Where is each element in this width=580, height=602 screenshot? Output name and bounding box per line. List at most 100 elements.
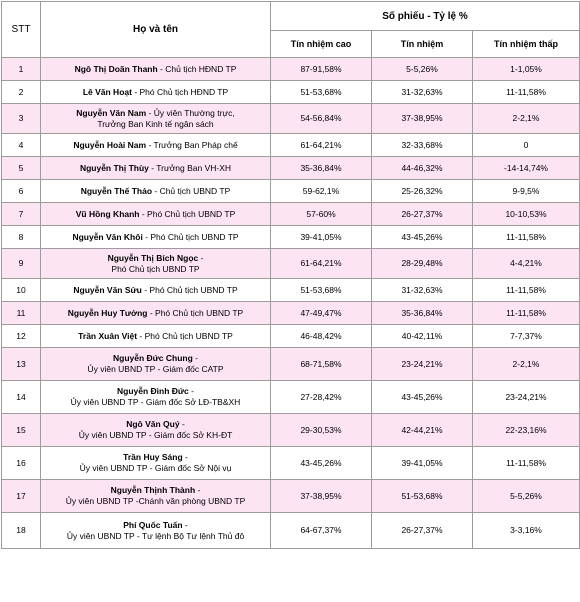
row-name-cell: Nguyễn Văn Sửu - Phó Chủ tịch UBND TP — [40, 278, 271, 302]
row-high-confidence: 61-64,21% — [270, 133, 372, 157]
person-role: - Phó Chủ tịch UBND TP — [147, 307, 244, 318]
person-name: Phí Quốc Tuấn — [123, 519, 183, 530]
row-mid-confidence: 42-44,21% — [371, 413, 473, 447]
row-mid-confidence: 37-38,95% — [371, 103, 473, 134]
person-role-line2: Trưởng Ban Kinh tế ngân sách — [97, 118, 214, 129]
row-low-confidence: 3-3,16% — [471, 512, 580, 549]
row-low-confidence: 11-11,58% — [471, 446, 580, 480]
row-mid-confidence: 40-42,11% — [371, 324, 473, 348]
row-stt: 15 — [1, 413, 41, 447]
row-name-cell: Nguyễn Thế Thảo - Chủ tịch UBND TP — [40, 179, 271, 203]
row-low-confidence: 9-9,5% — [471, 179, 580, 203]
row-name-cell: Nguyễn Thị Thùy - Trưởng Ban VH-XH — [40, 156, 271, 180]
row-low-confidence: 2-2,1% — [471, 103, 580, 134]
row-high-confidence: 57-60% — [270, 202, 372, 226]
table-row: 4 Nguyễn Hoài Nam - Trưởng Ban Pháp chế 61… — [1, 133, 580, 157]
row-low-confidence: 2-2,1% — [471, 347, 580, 381]
row-name-cell: Nguyễn Thịnh Thành - Ủy viên UBND TP -Chá… — [40, 479, 271, 513]
row-low-confidence: 5-5,26% — [471, 479, 580, 513]
row-low-confidence: 11-11,58% — [471, 278, 580, 302]
person-role: - Trưởng Ban VH-XH — [148, 162, 232, 173]
table-row: 16 Trần Huy Sáng - Ủy viên UBND TP - Giám … — [1, 446, 580, 480]
header-high-confidence: Tín nhiệm cao — [270, 30, 372, 58]
row-high-confidence: 43-45,26% — [270, 446, 372, 480]
row-high-confidence: 68-71,58% — [270, 347, 372, 381]
row-stt: 8 — [1, 225, 41, 249]
person-name: Nguyễn Văn Khôi — [72, 231, 143, 242]
row-low-confidence: 22-23,16% — [471, 413, 580, 447]
person-role: - Trưởng Ban Pháp chế — [146, 139, 238, 150]
row-low-confidence: 1-1,05% — [471, 57, 580, 81]
row-name-cell: Trần Xuân Việt - Phó Chủ tịch UBND TP — [40, 324, 271, 348]
row-low-confidence: 4-4,21% — [471, 248, 580, 279]
table-row: 3 Nguyễn Văn Nam - Ủy viên Thường trực, Tr… — [1, 103, 580, 134]
row-low-confidence: 11-11,58% — [471, 225, 580, 249]
row-stt: 1 — [1, 57, 41, 81]
table-row: 1 Ngô Thị Doãn Thanh - Chủ tịch HĐND TP 87… — [1, 57, 580, 81]
row-high-confidence: 35-36,84% — [270, 156, 372, 180]
row-name-cell: Phí Quốc Tuấn - Ủy viên UBND TP - Tư lệnh… — [40, 512, 271, 549]
row-stt: 4 — [1, 133, 41, 157]
person-role: - — [182, 452, 188, 462]
table-row: 12 Trần Xuân Việt - Phó Chủ tịch UBND TP 4… — [1, 324, 580, 348]
table-row: 13 Nguyễn Đức Chung - Ủy viên UBND TP - Gi… — [1, 347, 580, 381]
row-stt: 2 — [1, 80, 41, 104]
person-role-line2: Phó Chủ tịch UBND TP — [111, 263, 200, 274]
person-role: - — [198, 252, 204, 263]
row-high-confidence: 27-28,42% — [270, 380, 372, 414]
header-name: Họ và tên — [40, 1, 271, 58]
person-role: - Chủ tịch HĐND TP — [157, 63, 237, 74]
row-low-confidence: 7-7,37% — [471, 324, 580, 348]
header-low-confidence: Tín nhiệm thấp — [471, 30, 580, 58]
person-name: Nguyễn Hoài Nam — [73, 139, 147, 150]
person-name: Nguyễn Thị Bích Ngọc — [107, 252, 199, 263]
person-role: - — [179, 419, 185, 429]
row-mid-confidence: 51-53,68% — [371, 479, 473, 513]
person-role: - Ủy viên Thường trực, — [146, 107, 235, 118]
person-role: - — [188, 386, 194, 396]
row-high-confidence: 59-62,1% — [270, 179, 372, 203]
person-name: Trần Xuân Việt — [78, 330, 138, 341]
row-mid-confidence: 28-29,48% — [371, 248, 473, 279]
person-role-line2: Ủy viên UBND TP - Tư lệnh Bộ Tư lệnh Thủ… — [66, 530, 245, 541]
row-mid-confidence: 31-32,63% — [371, 278, 473, 302]
row-stt: 9 — [1, 248, 41, 279]
row-stt: 13 — [1, 347, 41, 381]
header-confidence: Tín nhiệm — [371, 30, 473, 58]
row-name-cell: Lê Văn Hoạt - Phó Chủ tịch HĐND TP — [40, 80, 271, 104]
row-mid-confidence: 35-36,84% — [371, 301, 473, 325]
row-high-confidence: 54-56,84% — [270, 103, 372, 134]
person-role: - Phó Chủ tịch HĐND TP — [131, 86, 229, 97]
person-role: - — [195, 485, 201, 495]
person-name: Nguyễn Thế Thảo — [80, 185, 153, 196]
row-low-confidence: -14-14,74% — [471, 156, 580, 180]
table-row: 7 Vũ Hồng Khanh - Phó Chủ tịch UBND TP 57-… — [1, 202, 580, 226]
row-low-confidence: 23-24,21% — [471, 380, 580, 414]
row-stt: 7 — [1, 202, 41, 226]
row-mid-confidence: 25-26,32% — [371, 179, 473, 203]
row-name-cell: Nguyễn Thị Bích Ngọc - Phó Chủ tịch UBND … — [40, 248, 271, 279]
row-name-cell: Trần Huy Sáng - Ủy viên UBND TP - Giám đố… — [40, 446, 271, 480]
row-stt: 16 — [1, 446, 41, 480]
row-name-cell: Nguyễn Đình Đức - Ủy viên UBND TP - Giám … — [40, 380, 271, 414]
row-mid-confidence: 44-46,32% — [371, 156, 473, 180]
row-stt: 10 — [1, 278, 41, 302]
person-name: Nguyễn Văn Nam — [76, 107, 147, 118]
row-stt: 14 — [1, 380, 41, 414]
row-high-confidence: 29-30,53% — [270, 413, 372, 447]
row-mid-confidence: 43-45,26% — [371, 225, 473, 249]
table-row: 9 Nguyễn Thị Bích Ngọc - Phó Chủ tịch UBND… — [1, 248, 580, 279]
row-high-confidence: 64-67,37% — [270, 512, 372, 549]
row-mid-confidence: 23-24,21% — [371, 347, 473, 381]
row-high-confidence: 87-91,58% — [270, 57, 372, 81]
row-mid-confidence: 39-41,05% — [371, 446, 473, 480]
row-name-cell: Nguyễn Huy Tưởng - Phó Chủ tịch UBND TP — [40, 301, 271, 325]
row-mid-confidence: 5-5,26% — [371, 57, 473, 81]
row-high-confidence: 46-48,42% — [270, 324, 372, 348]
person-name: Nguyễn Đức Chung — [112, 353, 193, 363]
person-name: Lê Văn Hoạt — [82, 86, 132, 97]
row-mid-confidence: 26-27,37% — [371, 202, 473, 226]
row-low-confidence: 10-10,53% — [471, 202, 580, 226]
person-role: - Phó Chủ tịch UBND TP — [142, 231, 239, 242]
table-row: 5 Nguyễn Thị Thùy - Trưởng Ban VH-XH 35-36… — [1, 156, 580, 180]
